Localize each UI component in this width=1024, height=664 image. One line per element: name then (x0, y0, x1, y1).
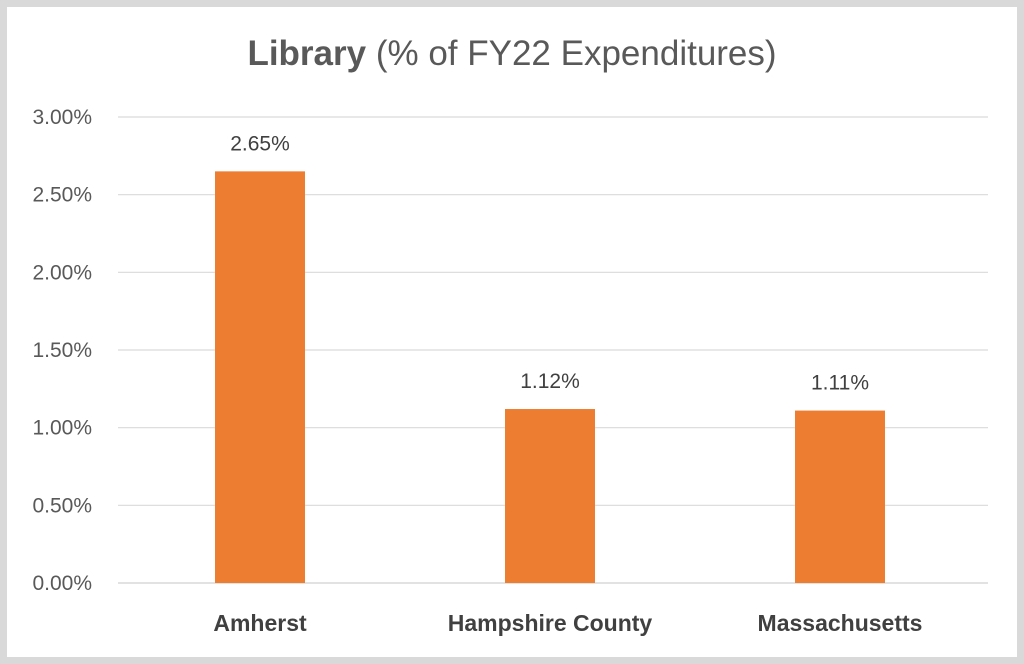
chart-title-bold: Library (247, 34, 367, 73)
chart-title-rest: (% of FY22 Expenditures) (366, 34, 777, 73)
x-category-label: Massachusetts (758, 610, 923, 636)
y-tick-label: 2.50% (32, 184, 92, 207)
data-label: 2.65% (230, 132, 290, 155)
bar-amherst (215, 171, 305, 583)
bar-hampshire-county (505, 409, 595, 583)
bar-massachusetts (795, 410, 885, 583)
chart-title: Library (% of FY22 Expenditures) (0, 34, 1024, 74)
x-category-label: Amherst (213, 610, 307, 636)
data-label: 1.11% (811, 372, 869, 395)
x-category-label: Hampshire County (448, 610, 653, 636)
y-tick-label: 0.00% (32, 572, 92, 595)
y-tick-label: 3.00% (32, 106, 92, 129)
data-label: 1.12% (520, 370, 580, 393)
y-tick-label: 1.00% (32, 417, 92, 440)
y-tick-label: 0.50% (32, 494, 92, 517)
y-tick-label: 1.50% (32, 339, 92, 362)
y-tick-label: 2.00% (32, 261, 92, 284)
